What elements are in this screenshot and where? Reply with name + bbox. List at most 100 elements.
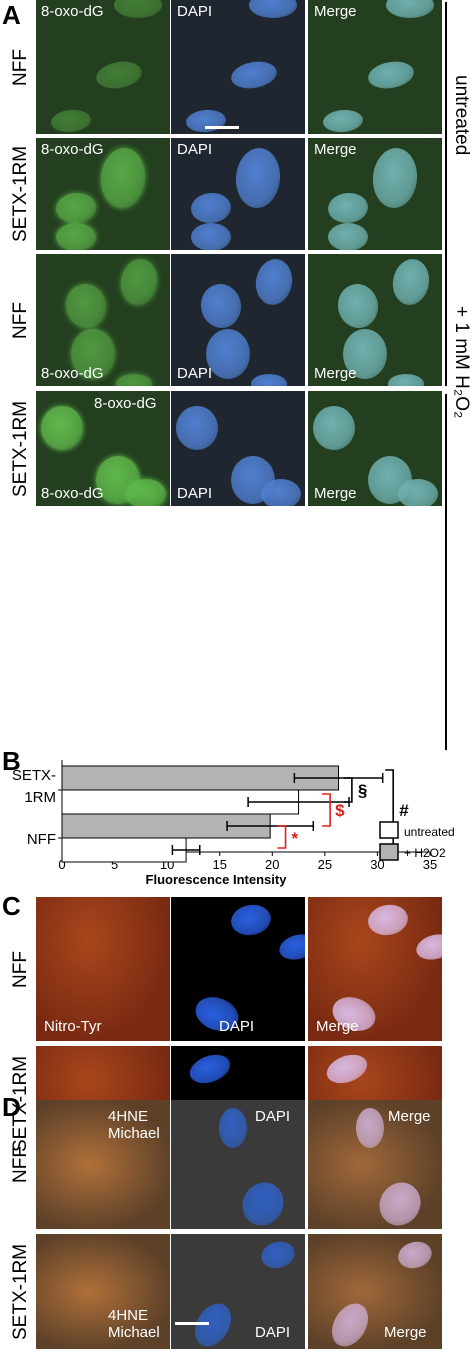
cell-nucleus bbox=[413, 930, 442, 964]
x-tick-label: 35 bbox=[423, 857, 437, 872]
cell-nucleus bbox=[234, 1174, 292, 1229]
cell-nucleus bbox=[322, 1049, 372, 1089]
sig-dollar: $ bbox=[335, 801, 345, 820]
hne-michael-tile: 4HNE Michael bbox=[36, 1234, 170, 1349]
cell-nucleus bbox=[233, 146, 283, 210]
category-label: 1RM bbox=[24, 789, 56, 806]
merge-tile: Merge bbox=[308, 0, 442, 134]
panel-letter-c: C bbox=[2, 891, 21, 921]
row-label-a2: NFF bbox=[10, 301, 31, 339]
cell-nucleus bbox=[356, 1108, 384, 1148]
oxo-dg-tile: 8-oxo-dG bbox=[36, 138, 170, 250]
bracket-section bbox=[343, 777, 353, 803]
x-axis-label: Fluorescence Intensity bbox=[146, 872, 288, 887]
x-tick-label: 20 bbox=[265, 857, 279, 872]
tile-label: 8-oxo-dG bbox=[41, 484, 104, 502]
tile-label: Merge bbox=[314, 3, 357, 20]
cell-nucleus bbox=[62, 280, 110, 332]
cell-nucleus bbox=[324, 1297, 376, 1349]
dapi-tile: DAPI bbox=[171, 1234, 305, 1349]
cell-nucleus bbox=[117, 256, 161, 308]
side-label-h2o2-text: + 1 mM H₂O₂ bbox=[451, 306, 472, 419]
sig-star: * bbox=[292, 829, 299, 848]
row-label-a1: SETX-1RM bbox=[10, 145, 31, 242]
oxo-dg-tile: 8-oxo-dG 8-oxo-dG bbox=[36, 391, 170, 506]
cell-nucleus bbox=[313, 406, 355, 450]
cell-nucleus bbox=[116, 374, 152, 386]
cell-nucleus bbox=[334, 280, 382, 332]
row-label-a3: SETX-1RM bbox=[10, 400, 31, 497]
cell-nucleus bbox=[386, 0, 434, 18]
cell-nucleus bbox=[228, 901, 274, 939]
cell-nucleus bbox=[328, 223, 368, 250]
tile-label: DAPI bbox=[255, 1323, 291, 1341]
cell-nucleus bbox=[261, 479, 301, 506]
cell-nucleus bbox=[50, 108, 92, 134]
bar-untreated bbox=[61, 837, 187, 863]
dapi-tile: DAPI bbox=[171, 897, 305, 1041]
row-label-d1: SETX-1RM bbox=[10, 1243, 31, 1340]
cell-nucleus bbox=[41, 406, 83, 450]
oxo-dg-tile: 8-oxo-dG bbox=[36, 254, 170, 386]
tile-label: Merge bbox=[314, 484, 357, 502]
cell-nucleus bbox=[366, 58, 416, 92]
cell-nucleus bbox=[389, 256, 433, 308]
tile-label: Merge bbox=[314, 141, 357, 158]
cell-nucleus bbox=[258, 1238, 298, 1272]
hne-michael-tile: 4HNE Michael bbox=[36, 1100, 170, 1229]
cell-nucleus bbox=[185, 1049, 235, 1089]
tile-label: DAPI bbox=[177, 484, 213, 502]
merge-tile: Merge bbox=[308, 1100, 442, 1229]
cell-nucleus bbox=[276, 930, 305, 964]
legend-swatch-untreated bbox=[379, 821, 399, 839]
cell-nucleus bbox=[365, 901, 411, 939]
side-label-h2o2: + 1 mM H₂O₂ bbox=[450, 306, 472, 418]
x-tick-label: 0 bbox=[58, 857, 65, 872]
cell-nucleus bbox=[206, 329, 250, 379]
cell-nucleus bbox=[395, 1238, 435, 1272]
scale-bar bbox=[205, 126, 239, 129]
cell-nucleus bbox=[370, 146, 420, 210]
cell-nucleus bbox=[189, 191, 233, 225]
cell-nucleus bbox=[114, 0, 162, 18]
cell-nucleus bbox=[219, 1108, 247, 1148]
sig-section: § bbox=[358, 781, 367, 800]
merge-tile: Merge bbox=[308, 1234, 442, 1349]
tile-label: DAPI bbox=[219, 1017, 255, 1035]
cell-nucleus bbox=[322, 108, 364, 134]
row-label-d0: NFF bbox=[10, 1146, 31, 1183]
cell-nucleus bbox=[252, 256, 296, 308]
cell-nucleus bbox=[191, 223, 231, 250]
cell-nucleus bbox=[251, 374, 287, 386]
cell-nucleus bbox=[56, 223, 96, 250]
cell-nucleus bbox=[126, 479, 166, 506]
cell-nucleus bbox=[197, 280, 245, 332]
row-label-a0: NFF bbox=[10, 48, 31, 86]
legend-label-treated: + H2O2 bbox=[404, 846, 446, 860]
row-label-c0: NFF bbox=[10, 950, 31, 988]
tile-label: Merge bbox=[314, 364, 357, 382]
cell-nucleus bbox=[326, 191, 370, 225]
dapi-tile: DAPI bbox=[171, 0, 305, 134]
bracket-untreated bbox=[445, 2, 447, 386]
tile-label: Merge bbox=[316, 1017, 359, 1035]
category-label: SETX- bbox=[12, 767, 56, 784]
dapi-tile: DAPI bbox=[171, 138, 305, 250]
bracket-star bbox=[277, 825, 287, 849]
side-label-untreated: untreated bbox=[451, 75, 472, 156]
merge-tile: Merge bbox=[308, 391, 442, 506]
dapi-tile: DAPI bbox=[171, 1100, 305, 1229]
cell-nucleus bbox=[398, 479, 438, 506]
legend-label-untreated: untreated bbox=[404, 825, 455, 839]
x-tick-label: 5 bbox=[111, 857, 118, 872]
merge-tile: Merge bbox=[308, 254, 442, 386]
tile-label: Nitro-Tyr bbox=[44, 1017, 102, 1035]
cell-nucleus bbox=[249, 0, 297, 18]
tile-label: 8-oxo-dG bbox=[41, 364, 104, 382]
tile-label: Merge bbox=[388, 1108, 431, 1125]
category-label: NFF bbox=[27, 831, 56, 848]
nitro-tyr-tile: Nitro-Tyr bbox=[36, 897, 170, 1041]
cell-nucleus bbox=[54, 191, 98, 225]
x-tick-label: 15 bbox=[212, 857, 226, 872]
cell-nucleus bbox=[98, 146, 148, 210]
